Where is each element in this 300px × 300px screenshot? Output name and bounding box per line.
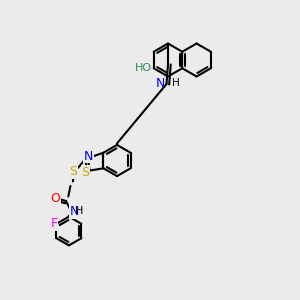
- Text: H: H: [75, 206, 83, 217]
- Text: S: S: [69, 165, 77, 178]
- Text: HO: HO: [135, 63, 152, 73]
- Text: F: F: [50, 217, 58, 230]
- Text: N: N: [70, 205, 79, 218]
- Text: H: H: [172, 78, 180, 88]
- Text: S: S: [81, 166, 89, 179]
- Text: N: N: [84, 149, 93, 163]
- Text: N: N: [156, 76, 165, 90]
- Text: O: O: [50, 191, 60, 205]
- Text: S: S: [81, 166, 89, 179]
- Text: N: N: [84, 149, 93, 163]
